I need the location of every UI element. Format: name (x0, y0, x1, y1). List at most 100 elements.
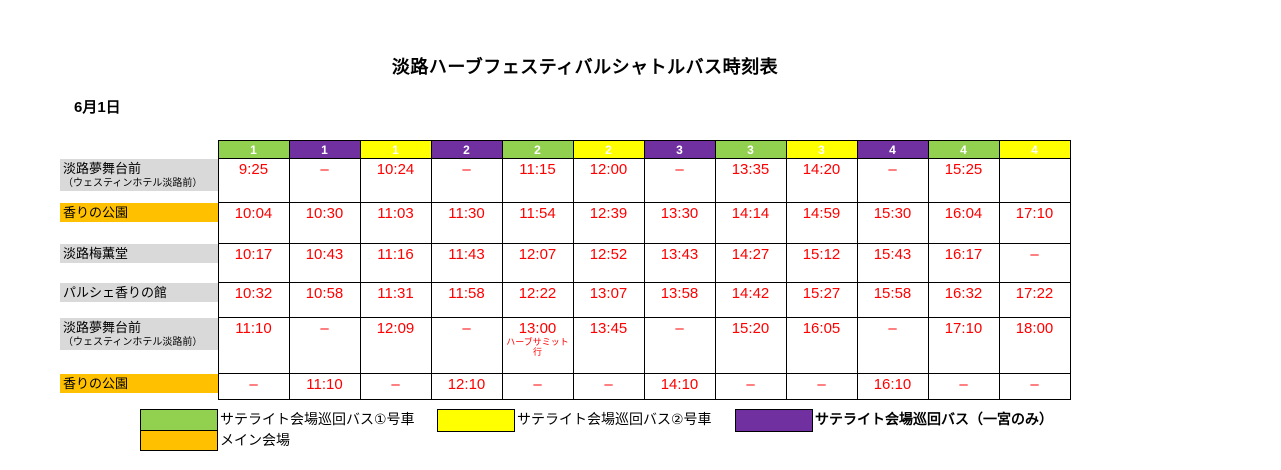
time-value: 12:22 (518, 285, 557, 302)
time-cell: – (998, 243, 1071, 283)
time-cell: 11:16 (359, 243, 432, 283)
time-cell: 10:32 (217, 282, 290, 318)
time-value: – (462, 161, 471, 178)
time-cell: 14:42 (714, 282, 787, 318)
time-cell: 10:24 (359, 158, 432, 203)
time-value: 15:27 (802, 285, 841, 302)
time-cell: 12:52 (572, 243, 645, 283)
time-cell: 11:30 (430, 202, 503, 244)
time-cell: 12:22 (501, 282, 574, 318)
time-value: 10:04 (234, 205, 273, 222)
bus-header-cell: 3 (643, 140, 716, 159)
time-value: 16:04 (944, 205, 983, 222)
time-cell: 12:00 (572, 158, 645, 203)
time-value: 11:54 (519, 205, 556, 222)
time-value: – (746, 376, 755, 393)
bus-header-cell: 1 (217, 140, 290, 159)
time-cell: 11:31 (359, 282, 432, 318)
time-value: 18:00 (1015, 320, 1054, 337)
time-value: 15:25 (944, 161, 983, 178)
time-value: – (1030, 246, 1039, 263)
timetable-row: 香りの公園 10:04 10:30 11:03 11:30 11:54 12:39 13:30… (60, 202, 1071, 244)
station-name: 淡路夢舞台前 (63, 319, 142, 335)
legend-label: メイン会場 (220, 432, 290, 448)
time-cell: 16:05 (785, 317, 858, 374)
time-value: – (320, 320, 329, 337)
time-value: – (604, 376, 613, 393)
time-cell: 17:22 (998, 282, 1071, 318)
time-cell: 13:58 (643, 282, 716, 318)
time-cell: – (998, 373, 1071, 400)
time-cell: – (430, 158, 503, 203)
time-cell: 13:00 ハーブサミット行 (501, 317, 574, 374)
time-cell: 13:35 (714, 158, 787, 203)
time-cell: – (572, 373, 645, 400)
time-value: 11:30 (448, 205, 485, 222)
timetable-row: 淡路夢舞台前 （ウェスティンホテル淡路前） 9:25 – 10:24 – 11:15 12:0… (60, 158, 1071, 203)
time-value: – (391, 376, 400, 393)
time-value: 14:27 (731, 246, 770, 263)
time-cell: 16:04 (927, 202, 1000, 244)
time-cell: 12:39 (572, 202, 645, 244)
time-cell: 14:10 (643, 373, 716, 400)
time-cell (998, 158, 1071, 203)
time-cell: 10:30 (288, 202, 361, 244)
time-cell: – (501, 373, 574, 400)
time-value: 17:22 (1015, 285, 1054, 302)
time-value: 11:16 (377, 246, 414, 263)
time-value: 15:30 (873, 205, 912, 222)
time-cell: 17:10 (998, 202, 1071, 244)
time-cell: 14:20 (785, 158, 858, 203)
timetable-row: 香りの公園 – 11:10 – 12:10 – – 14:10 – – 16:10 – – (60, 373, 1071, 400)
time-value: 10:24 (376, 161, 415, 178)
time-cell: 16:17 (927, 243, 1000, 283)
time-value: – (320, 161, 329, 178)
station-name: パルシェ香りの館 (63, 284, 168, 300)
timetable: 1 1 1 2 2 2 3 3 3 4 4 4 淡路夢舞台前 （ウェスティンホテル淡路前） 9:25–10:… (60, 140, 1071, 400)
time-cell: – (714, 373, 787, 400)
time-value: 10:17 (234, 246, 273, 263)
time-value: 11:31 (377, 285, 414, 302)
time-cell: 10:58 (288, 282, 361, 318)
time-value: 13:43 (660, 246, 699, 263)
bus-header-cell: 2 (501, 140, 574, 159)
time-value: 17:10 (1015, 205, 1054, 222)
bus-header-cell: 4 (856, 140, 929, 159)
time-cell: 16:10 (856, 373, 929, 400)
time-value: 15:58 (873, 285, 912, 302)
station-name: 淡路梅薫堂 (63, 245, 129, 261)
station-name: 淡路夢舞台前 (63, 160, 142, 176)
time-value: 12:09 (376, 320, 415, 337)
time-value: 14:20 (802, 161, 841, 178)
time-value (1000, 159, 1070, 162)
time-cell: 16:32 (927, 282, 1000, 318)
time-cell: 13:07 (572, 282, 645, 318)
time-cell: – (288, 158, 361, 203)
station-name: 香りの公園 (63, 375, 129, 391)
time-value: 9:25 (238, 161, 269, 178)
time-cell: – (927, 373, 1000, 400)
time-value: 14:42 (731, 285, 770, 302)
time-value: 12:07 (518, 246, 557, 263)
time-value: 11:43 (448, 246, 485, 263)
time-value: – (959, 376, 968, 393)
time-cell: 11:03 (359, 202, 432, 244)
station-label-cell: 香りの公園 (60, 373, 218, 400)
bus-header-cell: 3 (785, 140, 858, 159)
time-cell: 15:43 (856, 243, 929, 283)
legend-label: サテライト会場巡回バス②号車 (517, 411, 712, 427)
time-value: 13:45 (589, 320, 628, 337)
station-label-cell: 淡路梅薫堂 (60, 243, 218, 283)
legend-swatch-orange (140, 430, 218, 451)
time-cell: – (288, 317, 361, 374)
time-value: 10:30 (305, 205, 344, 222)
station-label-cell: 淡路夢舞台前 （ウェスティンホテル淡路前） (60, 317, 218, 374)
time-value: 11:10 (306, 376, 343, 393)
time-cell: 15:27 (785, 282, 858, 318)
legend-label: サテライト会場巡回バス①号車 (220, 411, 415, 427)
time-value: 13:30 (660, 205, 699, 222)
legend-swatch-green (140, 409, 218, 432)
time-value: – (817, 376, 826, 393)
time-cell: 15:12 (785, 243, 858, 283)
time-cell: 17:10 (927, 317, 1000, 374)
